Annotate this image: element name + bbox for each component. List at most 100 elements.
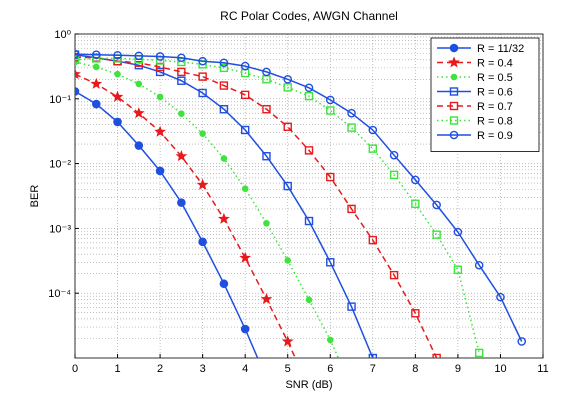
marker: [219, 279, 229, 289]
marker: [325, 95, 335, 105]
y-tick-label: 10⁻¹: [49, 94, 71, 106]
marker: [241, 185, 249, 192]
marker: [326, 258, 335, 267]
marker: [155, 67, 165, 77]
x-tick-label: 11: [537, 363, 548, 375]
marker: [198, 56, 207, 66]
marker: [134, 51, 144, 61]
marker: [177, 76, 186, 85]
marker: [432, 230, 441, 239]
marker: [132, 107, 145, 119]
marker: [411, 199, 420, 208]
legend-label: R = 0.4: [477, 58, 513, 70]
marker: [368, 235, 378, 245]
marker: [283, 122, 292, 131]
marker: [91, 50, 101, 59]
marker: [283, 83, 292, 92]
marker: [347, 204, 356, 214]
marker: [240, 125, 250, 135]
legend-marker: [449, 130, 459, 140]
marker: [196, 178, 209, 190]
marker: [219, 58, 229, 68]
marker: [453, 265, 463, 274]
y-axis-label: BER: [29, 185, 41, 208]
chart-title: RC Polar Codes, AWGN Channel: [220, 9, 398, 23]
legend-marker: [450, 73, 458, 81]
legend-marker: [449, 101, 459, 111]
marker: [389, 150, 399, 160]
marker: [517, 337, 527, 346]
marker: [113, 117, 122, 127]
legend-label: R = 0.5: [477, 72, 513, 84]
x-tick-label: 1: [114, 363, 120, 375]
marker: [260, 292, 273, 305]
marker: [453, 227, 463, 237]
marker: [474, 348, 484, 358]
marker: [239, 251, 252, 263]
marker: [305, 296, 313, 304]
marker: [262, 67, 271, 77]
marker: [155, 166, 165, 176]
marker: [155, 52, 165, 61]
y-tick-label: 10⁻⁴: [48, 288, 71, 300]
marker: [304, 146, 314, 155]
marker: [175, 150, 188, 162]
marker: [283, 181, 292, 191]
marker: [111, 90, 124, 102]
marker: [240, 90, 250, 100]
legend-label: R = 0.9: [477, 130, 513, 142]
marker: [92, 63, 100, 71]
legend-marker: [449, 43, 459, 53]
marker: [262, 152, 271, 161]
marker: [156, 93, 164, 101]
marker: [113, 50, 122, 60]
marker: [368, 353, 378, 358]
series-line: [75, 73, 297, 358]
x-axis-label: SNR (dB): [285, 379, 332, 391]
marker: [304, 83, 314, 93]
marker: [283, 74, 293, 84]
y-tick-label: 10⁰: [54, 29, 71, 41]
marker: [75, 87, 80, 96]
marker: [304, 91, 314, 101]
x-tick-label: 2: [157, 363, 163, 375]
marker: [432, 353, 441, 358]
marker: [496, 292, 505, 302]
marker: [75, 49, 80, 59]
marker: [177, 67, 186, 77]
marker: [198, 72, 207, 81]
marker: [75, 68, 81, 80]
marker: [134, 141, 144, 150]
marker: [154, 125, 166, 137]
marker: [389, 270, 399, 280]
legend-label: R = 0.8: [477, 116, 513, 128]
marker: [219, 81, 229, 90]
series-line: [75, 53, 523, 342]
x-tick-label: 9: [455, 363, 461, 375]
marker: [240, 61, 250, 71]
marker: [177, 198, 186, 207]
x-tick-label: 8: [412, 363, 418, 375]
legend-label: R = 0.6: [477, 87, 513, 99]
marker: [368, 125, 378, 135]
marker: [219, 105, 229, 114]
x-tick-label: 3: [200, 363, 206, 375]
x-tick-label: 5: [285, 363, 291, 375]
marker: [240, 324, 250, 334]
legend-marker: [449, 116, 459, 125]
marker: [304, 216, 314, 226]
marker: [75, 55, 80, 64]
marker: [347, 108, 356, 118]
plot-frame: [74, 33, 544, 359]
marker: [326, 172, 335, 182]
marker: [389, 170, 399, 180]
legend-box: [430, 37, 540, 152]
x-tick-label: 10: [494, 363, 506, 375]
marker: [281, 335, 294, 347]
marker: [198, 237, 207, 247]
x-tick-label: 7: [370, 363, 376, 375]
marker: [263, 219, 270, 227]
marker: [326, 336, 334, 344]
marker: [135, 80, 143, 88]
